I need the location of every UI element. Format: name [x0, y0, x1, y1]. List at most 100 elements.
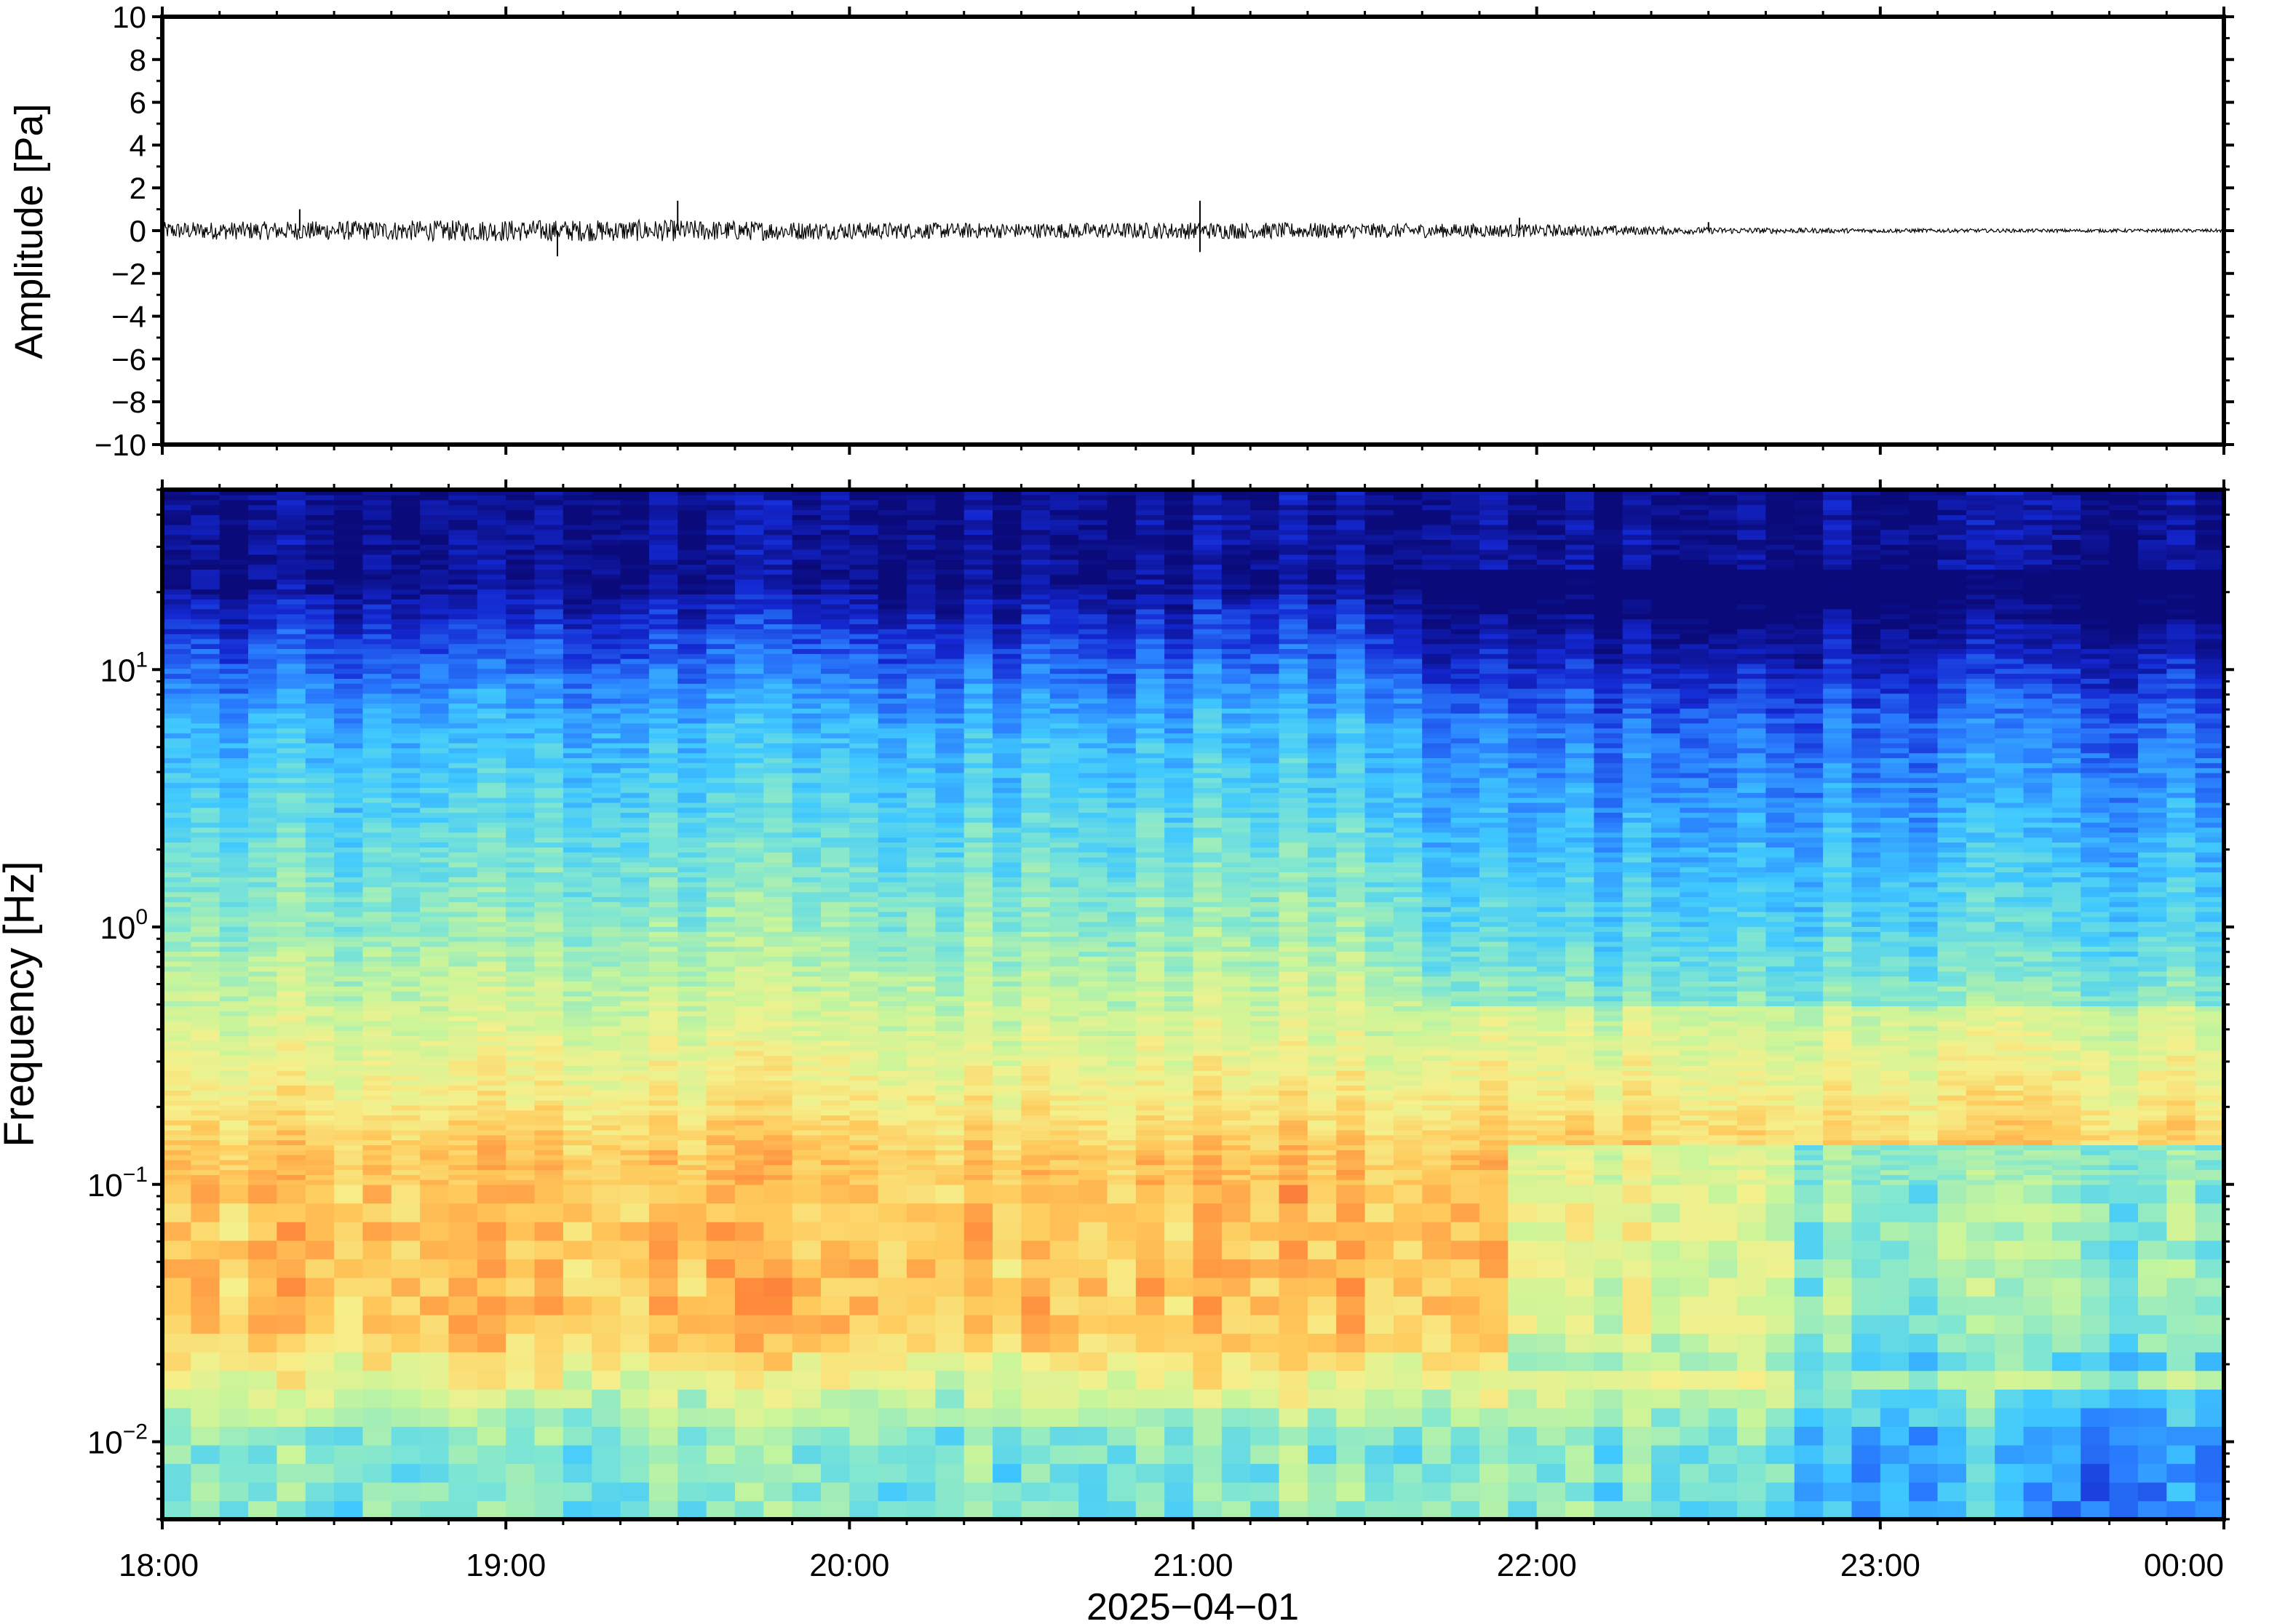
spectrogram-cell [620, 886, 650, 893]
spectrogram-cell [563, 1134, 593, 1141]
spectrogram-cell [420, 633, 450, 640]
spectrogram-cell [878, 802, 907, 808]
spectrogram-cell [935, 504, 965, 511]
spectrogram-cell [305, 1115, 335, 1121]
spectrogram-cell [820, 613, 851, 620]
spectrogram-cell [963, 539, 993, 545]
spectrogram-cell [506, 1145, 536, 1150]
spectrogram-cell [563, 921, 593, 927]
spectrogram-cell [248, 1277, 278, 1297]
spectrogram-cell [334, 1463, 364, 1483]
spectrogram-cell [849, 767, 879, 773]
spectrogram-cell [677, 876, 707, 883]
spectrogram-cell [620, 504, 650, 511]
spectrogram-cell [763, 1129, 793, 1136]
spectrogram-cell [820, 921, 851, 927]
spectrogram-cell [391, 842, 421, 848]
spectrogram-cell [334, 653, 364, 659]
spectrogram-cell [820, 1011, 851, 1016]
spectrogram-cell [620, 1184, 650, 1204]
spectrogram-cell [506, 682, 536, 689]
spectrogram-cell [391, 514, 421, 520]
spectrogram-cell [849, 1351, 879, 1372]
spectrogram-cell [935, 747, 965, 754]
spectrogram-cell [534, 1095, 564, 1101]
spectrogram-cell [907, 817, 937, 823]
spectrogram-cell [792, 1389, 822, 1409]
spectrogram-cell [277, 589, 306, 595]
spectrogram-cell [305, 1150, 335, 1155]
spectrogram-cell [878, 1184, 907, 1204]
spectrogram-cell [448, 946, 478, 952]
spectrogram-cell [734, 921, 765, 927]
spectrogram-cell [677, 608, 707, 615]
spectrogram-cell [706, 1145, 736, 1150]
spectrogram-cell [534, 951, 564, 957]
spectrogram-cell [334, 1040, 364, 1046]
spectrogram-cell [191, 856, 220, 863]
spectrogram-cell [763, 698, 793, 704]
spectrogram-cell [820, 663, 851, 669]
spectrogram-cell [1021, 837, 1051, 843]
spectrogram-cell [305, 981, 335, 987]
spectrogram-cell [648, 1154, 679, 1161]
spectrogram-cell [305, 787, 335, 793]
spectrogram-cell [162, 971, 192, 977]
spectrogram-cell [648, 901, 679, 907]
spectrogram-cell [162, 573, 192, 580]
spectrogram-cell [191, 1090, 220, 1096]
spectrogram-cell [305, 1203, 335, 1222]
spectrogram-cell [849, 534, 879, 540]
spectrogram-cell [477, 1000, 506, 1007]
spectrogram-cell [706, 1154, 736, 1161]
spectrogram-cell [162, 1500, 192, 1520]
spectrogram-cell [1021, 1164, 1051, 1171]
spectrogram-cell [907, 847, 937, 853]
spectrogram-cell [362, 936, 392, 942]
spectrogram-cell [219, 737, 249, 744]
spectrogram-cell [534, 971, 564, 977]
spectrogram-cell [334, 1095, 364, 1101]
spectrogram-cell [162, 896, 192, 902]
spectrogram-cell [534, 559, 564, 565]
spectrogram-cell [305, 1370, 335, 1390]
spectrogram-cell [993, 1030, 1022, 1036]
spectrogram-cell [734, 569, 765, 575]
spectrogram-cell [219, 499, 249, 506]
spectrogram-cell [277, 926, 306, 932]
spectrogram-cell [506, 742, 536, 749]
spectrogram-cell [162, 1080, 192, 1086]
spectrogram-cell [334, 1277, 364, 1297]
spectrogram-cell [534, 876, 564, 883]
spectrogram-cell [792, 782, 822, 788]
spectrogram-cell [391, 872, 421, 877]
spectrogram-cell [963, 931, 993, 937]
spectrogram-cell [706, 881, 736, 888]
spectrogram-cell [219, 1085, 249, 1091]
spectrogram-cell [763, 529, 793, 536]
spectrogram-cell [993, 504, 1022, 511]
spectrogram-cell [993, 1444, 1022, 1465]
spectrogram-cell [677, 663, 707, 669]
spectrogram-cell [648, 693, 679, 699]
spectrogram-cell [648, 752, 679, 759]
spectrogram-cell [993, 1169, 1022, 1175]
spectrogram-cell [191, 1481, 220, 1502]
spectrogram-cell [763, 499, 793, 506]
spectrogram-cell [420, 1030, 450, 1036]
spectrogram-cell [362, 847, 392, 853]
spectrogram-cell [592, 1000, 621, 1007]
spectrogram-cell [620, 856, 650, 863]
spectrogram-cell [620, 1124, 650, 1131]
spectrogram-cell [219, 847, 249, 853]
spectrogram-cell [506, 916, 536, 923]
spectrogram-cell [677, 1351, 707, 1372]
spectrogram-cell [706, 1389, 736, 1409]
spectrogram-cell [648, 1085, 679, 1091]
spectrogram-cell [907, 539, 937, 545]
spectrogram-cell [820, 1203, 851, 1222]
spectrogram-cell [277, 1159, 306, 1166]
spectrogram-cell [277, 1139, 306, 1145]
spectrogram-cell [620, 821, 650, 828]
spectrogram-cell [592, 1085, 621, 1091]
